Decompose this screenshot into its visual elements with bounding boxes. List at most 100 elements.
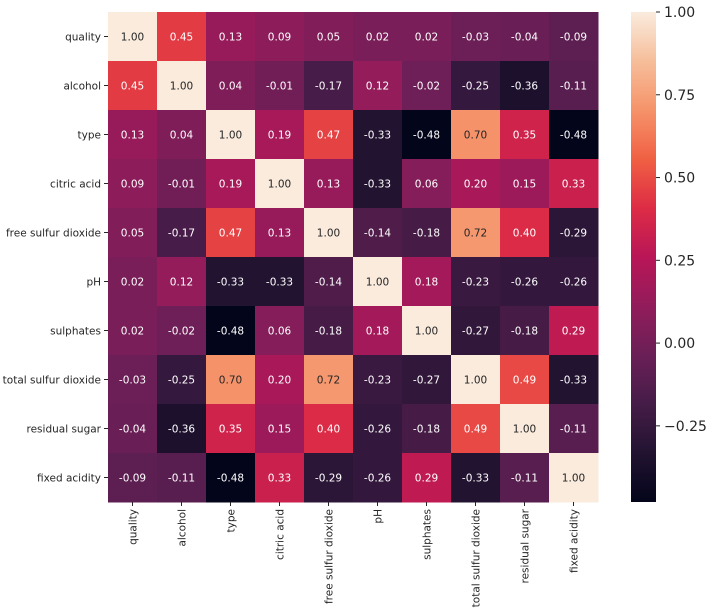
cell-value-label: 0.18 <box>366 326 389 338</box>
heatmap-cell <box>255 110 305 160</box>
cell-value-label: 0.05 <box>317 32 340 44</box>
heatmap-cell <box>500 61 550 111</box>
cell-value-label: 0.70 <box>464 130 487 142</box>
cell-value-label: 0.02 <box>121 277 144 289</box>
cell-value-label: 0.02 <box>121 326 144 338</box>
heatmap-cell <box>402 355 452 405</box>
cell-value-label: 0.33 <box>562 179 585 191</box>
cell-value-label: 1.00 <box>513 424 536 436</box>
cell-value-label: 1.00 <box>317 228 340 240</box>
heatmap-cell <box>255 257 305 307</box>
cell-value-label: 1.00 <box>464 375 487 387</box>
cell-value-label: 1.00 <box>268 179 291 191</box>
heatmap-cell <box>353 404 403 454</box>
heatmap-cell <box>549 306 599 356</box>
heatmap-cell <box>500 404 550 454</box>
heatmap-cell <box>353 61 403 111</box>
cell-value-label: -0.17 <box>168 228 195 240</box>
cell-value-label: 0.02 <box>366 32 389 44</box>
heatmap-cell <box>451 208 501 258</box>
x-tick-label: type <box>226 509 238 532</box>
cell-value-label: 0.15 <box>513 179 536 191</box>
cell-value-label: 1.00 <box>170 81 193 93</box>
cell-value-label: 0.47 <box>317 130 340 142</box>
heatmap-cell <box>206 159 256 209</box>
cell-value-label: 0.72 <box>464 228 487 240</box>
heatmap-cell <box>206 208 256 258</box>
colorbar-tick-label: 1.00 <box>664 5 695 21</box>
heatmap-cell <box>108 12 158 62</box>
heatmap-cell <box>549 453 599 503</box>
cell-value-label: -0.33 <box>364 130 391 142</box>
colorbar-tick-label: −0.25 <box>664 419 707 435</box>
heatmap-cell <box>451 159 501 209</box>
heatmap-cell <box>549 110 599 160</box>
heatmap-cell <box>108 257 158 307</box>
heatmap-cell <box>353 257 403 307</box>
heatmap-cell <box>549 355 599 405</box>
cell-value-label: -0.29 <box>315 473 342 485</box>
heatmap-cell <box>157 12 207 62</box>
heatmap-cell <box>157 355 207 405</box>
cell-value-label: -0.14 <box>364 228 391 240</box>
cell-value-label: -0.02 <box>413 81 440 93</box>
cell-value-label: 1.00 <box>562 473 585 485</box>
colorbar-tick-label: 0.00 <box>664 336 695 352</box>
cell-value-label: -0.33 <box>560 375 587 387</box>
cell-value-label: 1.00 <box>366 277 389 289</box>
heatmap-cell <box>304 208 354 258</box>
cell-value-label: -0.27 <box>462 326 489 338</box>
heatmap-cell <box>451 306 501 356</box>
x-tick-label: alcohol <box>177 509 189 547</box>
x-tick-label: pH <box>373 509 385 524</box>
cell-value-label: -0.11 <box>560 424 587 436</box>
cell-value-label: 0.33 <box>268 473 291 485</box>
cell-value-label: -0.23 <box>462 277 489 289</box>
heatmap-cell <box>304 110 354 160</box>
x-tick-label: residual sugar <box>520 508 532 583</box>
cell-value-label: 0.49 <box>464 424 487 436</box>
cell-value-label: 0.72 <box>317 375 340 387</box>
cell-value-label: -0.26 <box>364 473 391 485</box>
heatmap-cell <box>206 12 256 62</box>
cell-value-label: 0.09 <box>268 32 291 44</box>
colorbar-tick-label: 0.25 <box>664 253 695 269</box>
cell-value-label: 1.00 <box>121 32 144 44</box>
cell-value-label: -0.18 <box>413 228 440 240</box>
cell-value-label: 0.15 <box>268 424 291 436</box>
heatmap-cell <box>255 404 305 454</box>
cell-value-label: 0.70 <box>219 375 242 387</box>
cell-value-label: -0.26 <box>364 424 391 436</box>
heatmap-cell <box>451 257 501 307</box>
y-tick-label: residual sugar <box>27 424 102 436</box>
heatmap-cell <box>206 110 256 160</box>
heatmap-cell <box>451 404 501 454</box>
heatmap-cell <box>157 159 207 209</box>
heatmap-cell <box>451 110 501 160</box>
heatmap-cell <box>451 61 501 111</box>
heatmap-cell <box>157 110 207 160</box>
x-tick-label: quality <box>128 509 140 545</box>
x-tick-label: total sulfur dioxide <box>471 509 483 607</box>
cell-value-label: 0.04 <box>219 81 243 93</box>
heatmap-cell <box>304 159 354 209</box>
heatmap-cell <box>402 159 452 209</box>
cell-value-label: -0.48 <box>560 130 587 142</box>
cell-value-label: -0.18 <box>511 326 538 338</box>
heatmap-cell <box>108 208 158 258</box>
cell-value-label: -0.17 <box>315 81 342 93</box>
cell-value-label: 0.12 <box>366 81 389 93</box>
x-tick-label: fixed acidity <box>569 509 581 573</box>
cell-value-label: -0.48 <box>413 130 440 142</box>
cell-value-label: 0.05 <box>121 228 144 240</box>
x-tick-label: sulphates <box>422 509 434 560</box>
cell-value-label: -0.09 <box>560 32 587 44</box>
heatmap-cell <box>108 404 158 454</box>
cell-value-label: 0.13 <box>317 179 340 191</box>
heatmap-cell <box>255 355 305 405</box>
heatmap-cell <box>304 61 354 111</box>
cell-value-label: 0.35 <box>513 130 536 142</box>
heatmap-cell <box>402 453 452 503</box>
heatmap-cell <box>108 355 158 405</box>
y-axis-ticks: quality alcohol type citric acid free sulfur… <box>3 32 108 485</box>
